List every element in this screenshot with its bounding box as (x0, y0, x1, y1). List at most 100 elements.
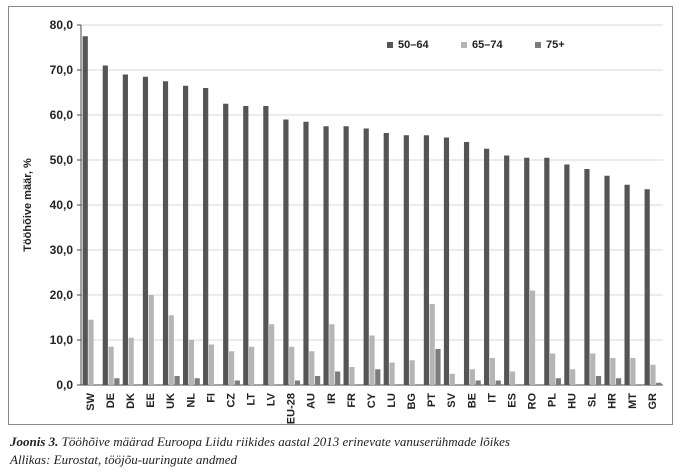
bar-pl-series-3 (555, 378, 562, 385)
bar-lv-series-2 (269, 324, 275, 385)
bar-fi-series-1 (203, 88, 209, 385)
bar-it-series-3 (495, 380, 501, 385)
x-tick-label: IT (486, 393, 498, 403)
bar-fr-series-1 (343, 126, 349, 385)
bar-lv-series-1 (263, 106, 269, 385)
x-tick-label: EE (145, 393, 157, 408)
x-tick-label: BE (466, 393, 478, 408)
x-tick-label: LV (266, 392, 278, 406)
y-tick-label: 0,0 (56, 378, 73, 392)
bar-cz-series-1 (223, 103, 229, 385)
bar-gr-series-2 (650, 364, 656, 385)
bar-mt-series-1 (624, 184, 630, 385)
x-tick-label: CY (366, 392, 378, 408)
bar-nl-series-3 (194, 378, 200, 385)
bar-au-series-1 (303, 121, 309, 385)
legend-swatch (387, 42, 393, 48)
legend-label: 75+ (546, 39, 565, 51)
bar-ir-series-3 (335, 371, 341, 385)
bar-pl-series-1 (544, 157, 550, 385)
x-tick-label: DE (105, 393, 117, 408)
bar-gr-series-1 (644, 189, 650, 385)
x-tick-label: HU (567, 393, 579, 409)
x-tick-label: LU (386, 393, 398, 408)
x-tick-label: SL (587, 393, 599, 407)
bar-be-series-3 (475, 380, 481, 385)
bar-lu-series-2 (389, 362, 395, 385)
bar-cy-series-1 (363, 128, 369, 385)
bar-hu-series-1 (564, 164, 570, 385)
figure-caption: Joonis 3. Tööhõive määrad Euroopa Liidu … (10, 434, 510, 450)
bar-hr-series-3 (616, 378, 622, 385)
bar-it-series-2 (489, 358, 496, 385)
bar-dk-series-1 (122, 74, 128, 385)
bar-sv-series-2 (449, 373, 455, 385)
x-tick-label: MT (627, 393, 639, 409)
bar-hr-series-2 (610, 358, 616, 385)
bar-cz-series-3 (234, 380, 240, 385)
bar-chart: 0,0 10,0 20,0 30,0 40,0 50,0 60,0 70,0 80,0 Tööhõ… (22, 18, 663, 424)
x-tick-label: SW (85, 392, 97, 410)
bar-it-series-1 (484, 148, 490, 385)
bar-ro-series-2 (529, 290, 536, 385)
bar-cz-series-2 (228, 351, 235, 385)
y-tick-label: 20,0 (50, 288, 74, 302)
bar-cy-series-2 (369, 335, 375, 385)
bar-ir-series-1 (323, 126, 329, 385)
x-tick-label: NL (185, 393, 197, 408)
bar-au-series-3 (314, 376, 321, 385)
bar-pt-series-2 (429, 304, 435, 385)
bar-eu-28-series-3 (294, 380, 301, 385)
x-tick-label: PL (547, 393, 559, 407)
bar-pt-series-1 (423, 135, 430, 385)
bar-de-series-1 (102, 65, 108, 385)
bar-be-series-1 (463, 142, 470, 385)
x-tick-label: DK (125, 393, 137, 409)
bar-sl-series-1 (584, 169, 590, 385)
bar-eu-28-series-1 (283, 119, 289, 385)
bar-nl-series-1 (182, 85, 189, 385)
bar-eu-28-series-2 (289, 346, 295, 385)
legend-swatch (535, 42, 541, 48)
x-tick-label: LT (245, 393, 257, 406)
bar-ir-series-2 (329, 324, 335, 385)
legend-swatch (461, 42, 467, 48)
y-tick-label: 30,0 (50, 243, 74, 257)
bar-hu-series-2 (570, 369, 576, 385)
bar-de-series-2 (108, 346, 114, 385)
bar-gr-series-3 (656, 382, 662, 385)
bar-mt-series-2 (630, 358, 636, 385)
bar-uk-series-3 (174, 376, 180, 385)
bar-sl-series-3 (595, 376, 602, 385)
x-tick-label: GR (647, 393, 659, 410)
bar-nl-series-2 (188, 340, 194, 385)
x-tick-label: UK (165, 393, 177, 409)
x-tick-label: IR (326, 393, 338, 404)
x-tick-label: SV (446, 392, 458, 407)
bar-es-series-1 (504, 155, 510, 385)
x-tick-label: CZ (225, 393, 237, 408)
bar-uk-series-1 (162, 81, 169, 385)
bar-lt-series-1 (243, 106, 249, 385)
x-tick-label: FR (346, 393, 358, 408)
caption-source: Allikas: Eurostat, tööjõu-uuringute andm… (10, 452, 237, 467)
bar-sv-series-1 (443, 137, 450, 385)
bar-ee-series-2 (148, 295, 154, 385)
bar-de-series-3 (114, 378, 120, 385)
bar-dk-series-2 (128, 337, 134, 385)
chart-frame: 0,0 10,0 20,0 30,0 40,0 50,0 60,0 70,0 80,0 Tööhõ… (8, 6, 673, 425)
y-tick-label: 80,0 (50, 18, 74, 32)
legend-label: 65–74 (472, 39, 503, 51)
caption-label: Joonis 3. (10, 434, 59, 449)
bar-fr-series-2 (349, 367, 355, 385)
bar-pl-series-2 (550, 353, 556, 385)
bar-be-series-2 (469, 369, 475, 385)
bar-lu-series-1 (383, 133, 389, 385)
y-tick-label: 10,0 (50, 333, 74, 347)
bar-sw-series-1 (82, 36, 88, 385)
bar-bg-series-1 (403, 135, 409, 385)
bar-uk-series-2 (168, 315, 174, 385)
y-tick-label: 40,0 (50, 198, 74, 212)
bar-fi-series-2 (208, 344, 215, 385)
x-tick-label: PT (426, 393, 438, 407)
